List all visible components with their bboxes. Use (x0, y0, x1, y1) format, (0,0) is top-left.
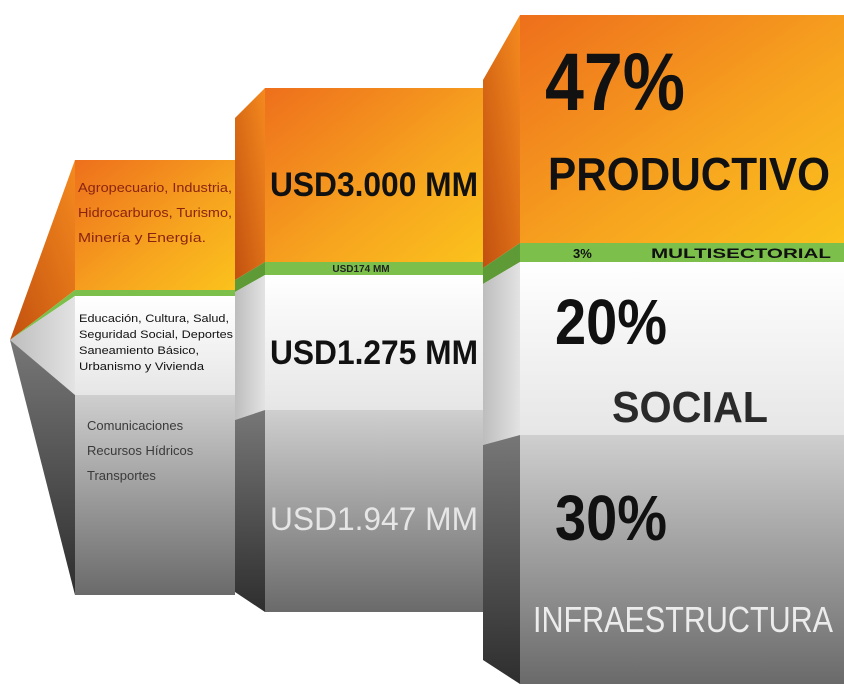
middle-side-orange (235, 88, 265, 280)
left-productive (75, 160, 235, 290)
right-side-white (483, 262, 520, 445)
left-social-text: Saneamiento Básico, (79, 345, 199, 357)
middle-side-gray (235, 410, 265, 612)
right-multisector-label: MULTISECTORIAL (651, 245, 832, 261)
middle-productive (265, 88, 483, 262)
left-productive-text: Hidrocarburos, Turismo, (78, 205, 232, 220)
right-side-green (483, 243, 520, 284)
left-point-gray (10, 340, 75, 595)
left-multisector (75, 290, 235, 296)
right-side-orange (483, 15, 520, 268)
left-infrastructure (75, 395, 235, 595)
right-infrastructure (520, 435, 844, 684)
right-side-gray (483, 435, 520, 684)
middle-multisector-amount: USD174 MM (332, 264, 389, 275)
left-social-text: Educación, Cultura, Salud, (79, 313, 229, 325)
right-social-label: SOCIAL (612, 383, 768, 432)
left-point-orange (10, 160, 75, 340)
left-infrastructure-text: Transportes (87, 468, 156, 483)
left-productive-text: Agropecuario, Industria, (78, 180, 232, 195)
left-block: Agropecuario, Industria, Hidrocarburos, … (10, 160, 235, 595)
middle-productive-amount: USD3.000 MM (270, 166, 478, 204)
right-productive (520, 15, 844, 243)
right-productive-percent: 47% (545, 37, 685, 128)
middle-infrastructure (265, 410, 483, 612)
right-social (520, 262, 844, 435)
middle-social-amount: USD1.275 MM (270, 334, 478, 372)
right-block: 47% PRODUCTIVO 3% MULTISECTORIAL 20% SOC… (483, 15, 844, 684)
left-point-white (10, 296, 75, 395)
right-infrastructure-percent: 30% (555, 482, 667, 554)
right-multisector-percent: 3% (573, 246, 592, 261)
left-social-text: Urbanismo y Vivienda (79, 361, 205, 373)
middle-multisector (265, 262, 483, 275)
left-point-green (10, 290, 75, 340)
middle-infrastructure-amount: USD1.947 MM (270, 501, 478, 537)
right-multisector (520, 243, 844, 262)
left-productive-text: Minería y Energía. (78, 230, 206, 245)
middle-side-green (235, 262, 265, 292)
middle-block: USD3.000 MM USD174 MM USD1.275 MM USD1.9… (235, 88, 483, 612)
right-infrastructure-label: INFRAESTRUCTURA (533, 599, 833, 640)
left-social (75, 296, 235, 395)
left-social-text: Seguridad Social, Deportes (79, 329, 234, 341)
left-infrastructure-text: Comunicaciones (87, 418, 184, 433)
middle-social (265, 275, 483, 410)
left-infrastructure-text: Recursos Hídricos (87, 443, 194, 458)
middle-side-white (235, 275, 265, 420)
right-social-percent: 20% (555, 286, 667, 358)
right-productive-label: PRODUCTIVO (548, 148, 830, 200)
